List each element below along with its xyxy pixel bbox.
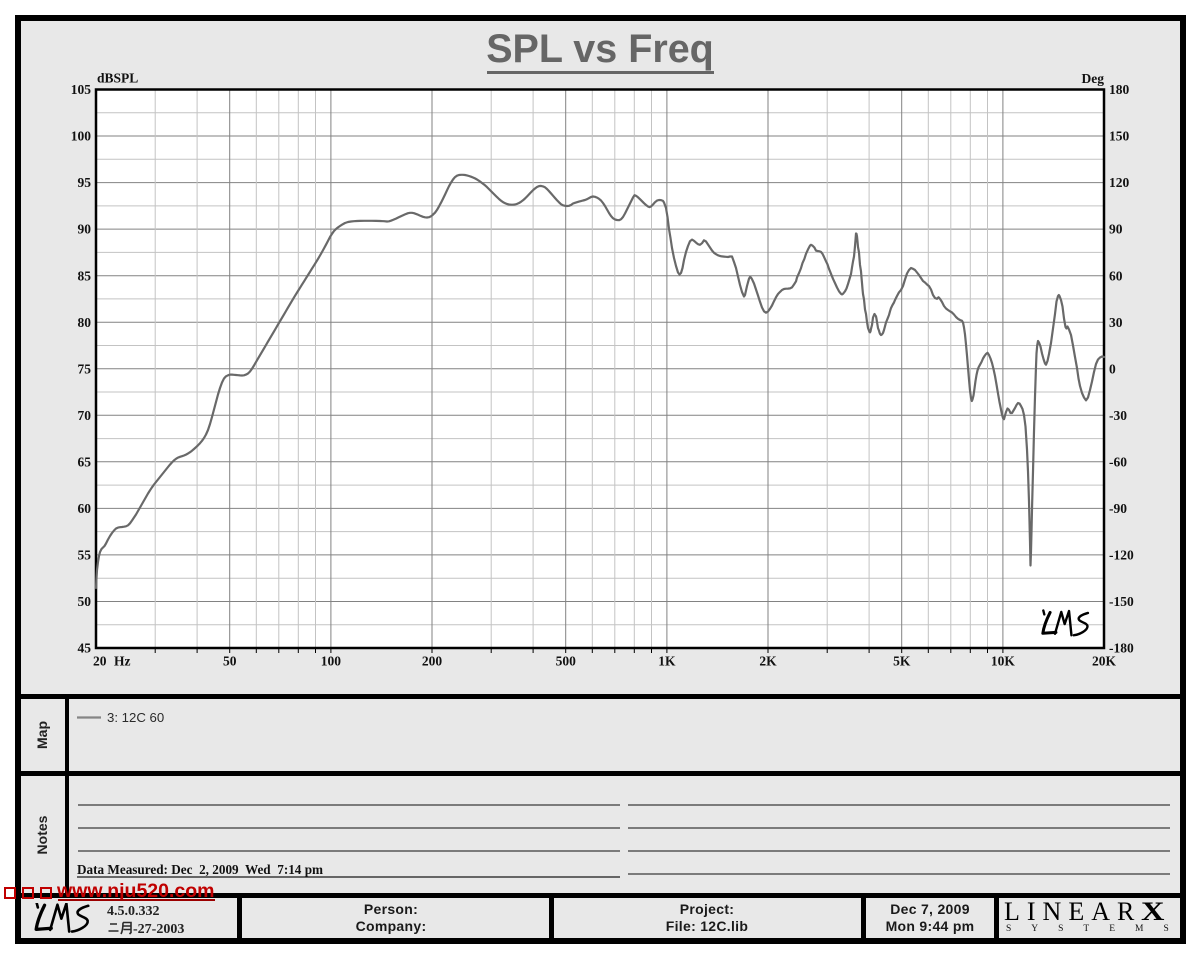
svg-text:0: 0 bbox=[1109, 361, 1116, 376]
svg-text:10K: 10K bbox=[991, 654, 1016, 669]
svg-text:-120: -120 bbox=[1109, 548, 1134, 563]
svg-text:3: 12C 60: 3: 12C 60 bbox=[107, 710, 164, 725]
svg-text:95: 95 bbox=[78, 175, 92, 190]
svg-text:60: 60 bbox=[78, 501, 92, 516]
svg-text:80: 80 bbox=[78, 315, 92, 330]
svg-text:2K: 2K bbox=[759, 654, 777, 669]
svg-text:45: 45 bbox=[78, 641, 92, 656]
svg-text:-180: -180 bbox=[1109, 641, 1134, 656]
svg-text:55: 55 bbox=[78, 548, 92, 563]
svg-text:180: 180 bbox=[1109, 82, 1130, 97]
svg-text:100: 100 bbox=[321, 654, 342, 669]
svg-text:60: 60 bbox=[1109, 268, 1123, 283]
svg-text:-90: -90 bbox=[1109, 501, 1127, 516]
svg-text:20: 20 bbox=[93, 654, 107, 669]
svg-text:30: 30 bbox=[1109, 315, 1123, 330]
svg-text:1K: 1K bbox=[658, 654, 676, 669]
svg-text:150: 150 bbox=[1109, 129, 1130, 144]
svg-text:5K: 5K bbox=[893, 654, 911, 669]
svg-text:90: 90 bbox=[78, 222, 92, 237]
svg-text:-30: -30 bbox=[1109, 408, 1127, 423]
svg-text:20K: 20K bbox=[1092, 654, 1117, 669]
svg-text:50: 50 bbox=[223, 654, 237, 669]
svg-text:dBSPL: dBSPL bbox=[97, 71, 138, 86]
svg-text:65: 65 bbox=[78, 454, 92, 469]
svg-text:Deg: Deg bbox=[1082, 71, 1105, 86]
svg-text:Data Measured: Dec 2, 2009 W: Data Measured: Dec 2, 2009 Wed 7:14 pm bbox=[77, 862, 323, 877]
svg-text:50: 50 bbox=[78, 594, 92, 609]
svg-text:120: 120 bbox=[1109, 175, 1130, 190]
svg-text:100: 100 bbox=[71, 129, 92, 144]
svg-text:90: 90 bbox=[1109, 222, 1123, 237]
svg-text:70: 70 bbox=[78, 408, 92, 423]
svg-text:Hz: Hz bbox=[114, 654, 131, 669]
svg-text:105: 105 bbox=[71, 82, 92, 97]
svg-text:75: 75 bbox=[78, 361, 92, 376]
svg-text:-150: -150 bbox=[1109, 594, 1134, 609]
svg-text:500: 500 bbox=[556, 654, 577, 669]
svg-text:85: 85 bbox=[78, 268, 92, 283]
svg-text:-60: -60 bbox=[1109, 454, 1127, 469]
svg-text:200: 200 bbox=[422, 654, 443, 669]
